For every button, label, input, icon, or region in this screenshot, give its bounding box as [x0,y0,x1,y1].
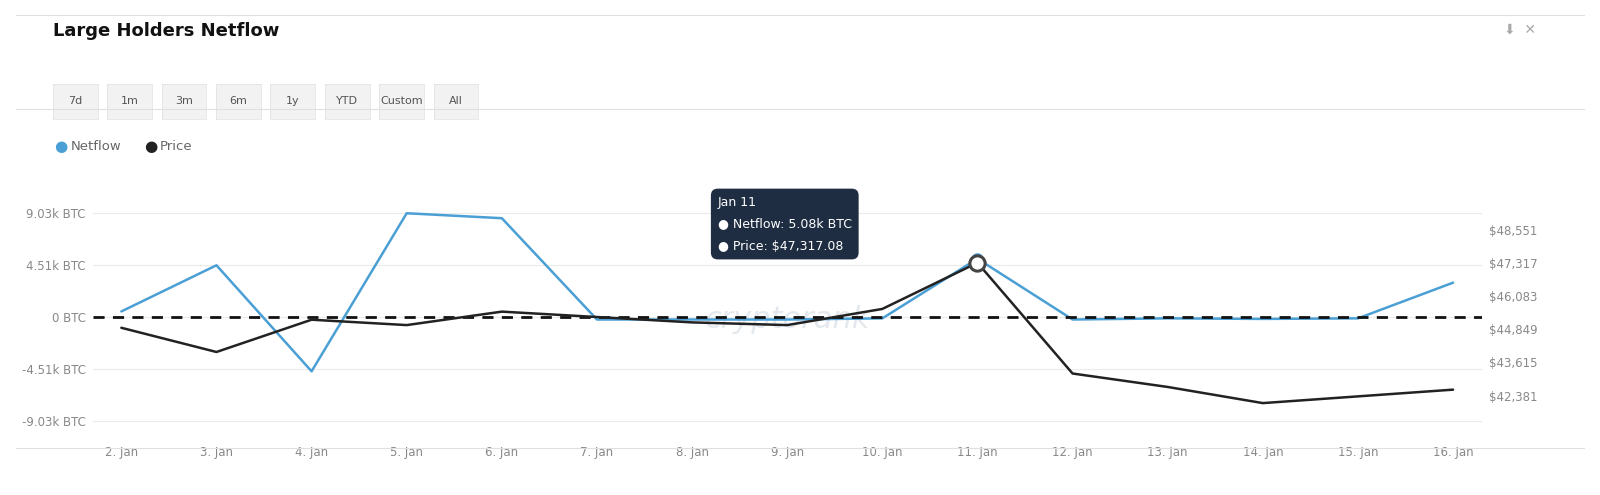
Text: 1y: 1y [286,97,299,106]
Text: ⬇  ✕: ⬇ ✕ [1504,22,1536,36]
Text: Large Holders Netflow: Large Holders Netflow [53,22,278,40]
Text: YTD: YTD [336,97,358,106]
Text: cryptorank: cryptorank [704,305,870,334]
Text: Netflow: Netflow [70,140,122,152]
Text: 7d: 7d [69,97,82,106]
Text: 1m: 1m [120,97,139,106]
Text: All: All [450,97,462,106]
Text: Custom: Custom [381,97,422,106]
Text: Jan 11
● Netflow: 5.08k BTC
● Price: $47,317.08: Jan 11 ● Netflow: 5.08k BTC ● Price: $47… [718,196,851,252]
Text: ●: ● [54,139,67,153]
Text: Price: Price [160,140,192,152]
Text: 6m: 6m [229,97,248,106]
Text: 3m: 3m [174,97,194,106]
Text: ●: ● [144,139,157,153]
